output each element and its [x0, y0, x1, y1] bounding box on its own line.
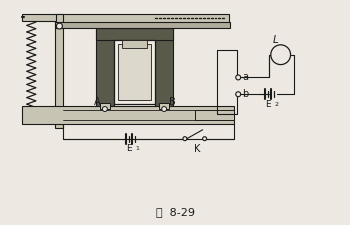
Circle shape — [236, 92, 241, 97]
Text: 2: 2 — [275, 101, 279, 106]
Bar — [155, 29, 173, 110]
Text: L: L — [273, 35, 279, 45]
Text: A: A — [94, 97, 100, 107]
Text: B: B — [169, 97, 175, 107]
Bar — [56, 15, 63, 128]
Bar — [96, 29, 114, 110]
Text: 1: 1 — [135, 145, 139, 150]
Circle shape — [203, 137, 206, 141]
Text: 图  8-29: 图 8-29 — [155, 206, 195, 216]
Circle shape — [236, 76, 241, 81]
Text: E: E — [265, 99, 271, 108]
Bar — [118, 45, 151, 101]
Bar — [159, 104, 169, 110]
Bar — [96, 29, 173, 41]
Bar — [56, 15, 229, 24]
Text: b: b — [242, 89, 248, 99]
Text: E: E — [126, 143, 131, 152]
Circle shape — [56, 24, 62, 30]
Text: a: a — [242, 72, 248, 82]
Bar — [195, 110, 234, 120]
Text: K: K — [194, 143, 200, 153]
Bar — [114, 41, 155, 105]
Bar — [22, 15, 56, 22]
Circle shape — [103, 107, 107, 112]
Circle shape — [183, 137, 187, 141]
Bar — [56, 23, 230, 29]
Bar — [122, 41, 147, 49]
Bar — [22, 115, 36, 119]
Circle shape — [162, 107, 167, 112]
Bar — [100, 104, 110, 110]
Bar — [22, 107, 234, 124]
Circle shape — [271, 46, 290, 65]
